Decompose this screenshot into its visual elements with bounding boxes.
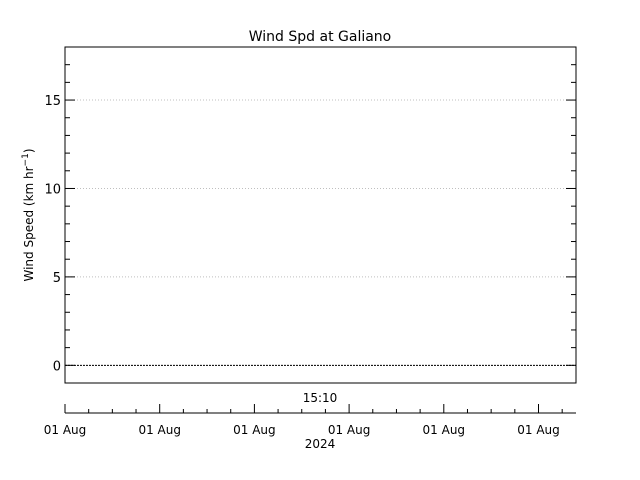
x-tick-label: 01 Aug bbox=[517, 423, 560, 437]
y-axis-title-close: ) bbox=[22, 148, 36, 153]
plot-frame bbox=[64, 46, 577, 384]
y-axis-tick-labels: 0 5 10 15 bbox=[44, 94, 61, 374]
y-axis-title: Wind Speed (km hr−1) bbox=[21, 148, 36, 281]
y-tick-label: 15 bbox=[44, 94, 61, 109]
y-axis-title-superscript: −1 bbox=[21, 153, 31, 166]
grid-lines bbox=[65, 99, 576, 366]
y-tick-label: 10 bbox=[44, 182, 61, 197]
y-axis-title-main: Wind Speed (km hr bbox=[22, 166, 36, 281]
x-tick-label: 01 Aug bbox=[44, 423, 87, 437]
x-tick-label: 01 Aug bbox=[138, 423, 181, 437]
time-annotation: 15:10 bbox=[303, 391, 338, 405]
y-tick-label: 5 bbox=[53, 271, 61, 286]
x-tick-label: 01 Aug bbox=[233, 423, 276, 437]
chart-title: Wind Spd at Galiano bbox=[249, 29, 392, 45]
y-axis-ticks bbox=[65, 46, 576, 384]
x-axis-ticks bbox=[64, 404, 563, 413]
x-axis-title: 2024 bbox=[305, 437, 336, 451]
x-axis-tick-labels: 01 Aug 01 Aug 01 Aug 01 Aug 01 Aug 01 Aug bbox=[44, 423, 560, 437]
x-tick-label: 01 Aug bbox=[423, 423, 466, 437]
y-tick-label: 0 bbox=[53, 359, 61, 374]
x-tick-label: 01 Aug bbox=[328, 423, 371, 437]
